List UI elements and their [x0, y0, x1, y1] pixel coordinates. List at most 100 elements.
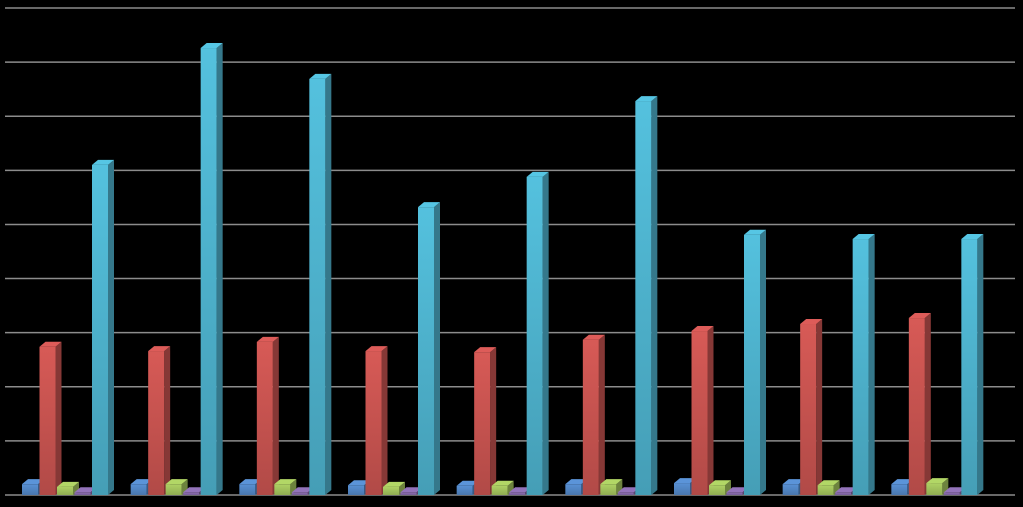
bar-top: [348, 480, 370, 486]
bar-top: [39, 341, 62, 347]
bar-side: [542, 171, 549, 495]
bar-side: [325, 73, 332, 495]
bar-top: [943, 487, 966, 493]
bar-top: [309, 73, 332, 79]
bar-side: [725, 480, 731, 495]
bar-top: [817, 480, 840, 486]
bar-front: [617, 492, 634, 495]
bar-top: [674, 478, 696, 484]
bar-front: [418, 207, 434, 495]
bar-top: [891, 479, 914, 485]
bar: [365, 346, 388, 495]
bar-top: [256, 336, 279, 342]
bar-front: [852, 239, 869, 495]
bar: [691, 326, 714, 495]
bar-side: [760, 229, 766, 495]
bar-top: [274, 479, 297, 485]
bar-side: [707, 326, 714, 495]
bar-front: [565, 484, 582, 495]
bar-top: [74, 487, 97, 493]
bar-front: [274, 484, 291, 495]
bar-front: [400, 492, 417, 495]
bar-top: [456, 480, 479, 486]
bar-top: [22, 479, 44, 485]
bar-front: [348, 485, 364, 495]
bar-top: [130, 479, 153, 485]
bar-top: [474, 347, 497, 353]
bar-front: [908, 318, 925, 495]
bar-front: [148, 351, 165, 495]
bar-front: [744, 234, 760, 495]
bar-front: [961, 239, 978, 495]
bar-top: [383, 481, 405, 487]
bar-top: [635, 96, 658, 102]
bar-side: [73, 481, 79, 495]
bar-side: [216, 43, 223, 495]
bar-top: [148, 346, 171, 352]
bar: [309, 73, 332, 495]
bar-side: [272, 336, 279, 495]
bar-front: [456, 485, 473, 495]
bar-front: [239, 484, 256, 495]
bar-front: [835, 492, 852, 495]
bar-side: [816, 319, 823, 495]
bar-side: [164, 346, 171, 495]
bar-top: [400, 487, 423, 493]
bar-top: [239, 479, 262, 485]
bar-front: [92, 164, 108, 495]
bar-front: [635, 101, 652, 496]
bar-top: [852, 234, 875, 240]
bar-front: [782, 484, 799, 495]
bar-front: [509, 492, 526, 495]
bar: [57, 481, 79, 495]
bar-front: [57, 486, 73, 495]
bar: [474, 347, 497, 495]
bar-front: [291, 492, 308, 495]
bar-top: [835, 487, 858, 493]
bar: [817, 480, 840, 495]
bar-top: [908, 313, 931, 319]
bar: [491, 480, 514, 495]
bar-side: [598, 334, 605, 495]
bar: [165, 479, 188, 495]
bar-top: [183, 487, 206, 493]
bar: [200, 43, 223, 495]
bar-side: [434, 202, 440, 495]
bar: [961, 234, 984, 495]
bar-front: [39, 346, 56, 495]
bar-top: [200, 43, 223, 49]
bar-front: [817, 485, 834, 495]
bar-top: [509, 487, 532, 493]
bar-top: [165, 479, 188, 485]
bar-side: [924, 313, 931, 495]
bar-front: [200, 48, 217, 495]
bar-top: [926, 478, 949, 484]
bar-front: [726, 492, 743, 495]
bar-side: [977, 234, 984, 495]
bar-front: [256, 341, 273, 495]
bar: [148, 346, 171, 495]
bar-top: [800, 319, 823, 325]
bar-front: [800, 324, 817, 495]
bar-side: [108, 159, 114, 495]
bar-front: [600, 484, 617, 495]
bar-side: [833, 480, 840, 495]
bar-top: [418, 202, 440, 208]
bar-top: [617, 487, 640, 493]
bar: [635, 96, 658, 496]
bar-front: [74, 492, 91, 495]
bar-front: [691, 331, 708, 495]
bar-top: [782, 479, 805, 485]
bar-front: [526, 176, 543, 495]
bar-top: [709, 480, 731, 486]
bar: [744, 229, 766, 495]
bar: [383, 481, 405, 495]
bar: [39, 341, 62, 495]
bar-front: [582, 339, 599, 495]
bar: [582, 334, 605, 495]
bar-side: [868, 234, 875, 495]
bar-front: [943, 492, 960, 495]
bar-front: [491, 485, 508, 495]
bar-side: [381, 346, 388, 495]
